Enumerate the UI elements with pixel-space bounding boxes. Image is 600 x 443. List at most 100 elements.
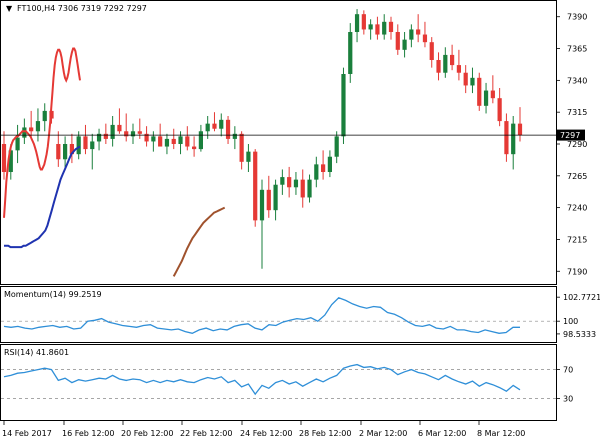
candle-body bbox=[429, 42, 434, 60]
moving-average-line bbox=[172, 206, 226, 277]
osc-tick-label: 98.5333 bbox=[563, 330, 596, 339]
price-tag-label: 7297 bbox=[560, 131, 580, 140]
time-tick-label: 6 Mar 12:00 bbox=[418, 429, 466, 438]
price-tick-label: 7365 bbox=[567, 45, 587, 54]
candle-body bbox=[8, 150, 13, 172]
candle-body bbox=[63, 144, 68, 160]
candle-body bbox=[375, 24, 380, 35]
candle-body bbox=[511, 123, 516, 155]
price-tick-label: 7240 bbox=[567, 204, 587, 213]
candle-body bbox=[354, 14, 360, 32]
momentum-axis: 102.7721 100 98.5333 bbox=[556, 293, 600, 339]
candle-body bbox=[110, 124, 115, 139]
candle-body bbox=[185, 136, 190, 147]
candle-body bbox=[246, 151, 251, 162]
candle-body bbox=[117, 124, 122, 132]
candle-body bbox=[253, 151, 258, 221]
candle-body bbox=[239, 133, 244, 162]
price-tick-label: 7315 bbox=[567, 108, 587, 117]
moving-average-line bbox=[3, 47, 81, 218]
candle-body bbox=[280, 177, 285, 185]
candle-body bbox=[368, 24, 373, 30]
price-tick-label: 7215 bbox=[567, 235, 587, 244]
candle-body bbox=[56, 144, 61, 160]
candle-body bbox=[395, 32, 400, 50]
candle-body bbox=[198, 131, 203, 150]
candle-body bbox=[341, 74, 346, 137]
candle-body bbox=[314, 164, 319, 180]
momentum-line bbox=[1, 297, 556, 334]
candle-body bbox=[490, 90, 495, 99]
candle-body bbox=[171, 138, 176, 144]
candle-body bbox=[321, 164, 326, 172]
time-axis: 14 Feb 2017 16 Feb 12:00 20 Feb 12:00 22 Fe… bbox=[2, 421, 525, 438]
candle-body bbox=[205, 123, 210, 132]
time-tick-label: 20 Feb 12:00 bbox=[121, 429, 173, 438]
rsi-pane[interactable] bbox=[0, 344, 557, 421]
osc-tick-label: 70 bbox=[563, 366, 573, 375]
oscillator-line bbox=[3, 363, 521, 396]
candle-body bbox=[409, 29, 414, 40]
moving-average-line bbox=[4, 145, 81, 249]
candle-body bbox=[504, 121, 509, 155]
candle-body bbox=[470, 77, 475, 86]
candle-body bbox=[164, 138, 170, 147]
candle-body bbox=[42, 110, 47, 122]
candle-body bbox=[96, 133, 102, 142]
candle-body bbox=[450, 54, 455, 66]
candle-body bbox=[300, 179, 305, 198]
candle-body bbox=[348, 32, 353, 74]
osc-tick-label: 30 bbox=[563, 394, 573, 403]
candle-body bbox=[69, 144, 74, 155]
candle-body bbox=[463, 72, 468, 86]
osc-tick-label: 100 bbox=[563, 317, 578, 326]
time-tick-label: 2 Mar 12:00 bbox=[359, 429, 407, 438]
collapse-arrow-icon[interactable]: ▼ bbox=[6, 4, 13, 13]
candle-body bbox=[151, 136, 156, 142]
candle-body bbox=[443, 54, 448, 73]
time-tick-label: 28 Feb 12:00 bbox=[299, 429, 351, 438]
candle-body bbox=[334, 136, 339, 157]
price-tick-label: 7190 bbox=[567, 267, 587, 276]
time-tick-label: 14 Feb 2017 bbox=[2, 429, 52, 438]
osc-tick-label: 102.7721 bbox=[563, 293, 600, 302]
rsi-label: RSI(14) 41.8601 bbox=[4, 348, 69, 357]
candle-body bbox=[497, 98, 502, 122]
candle-body bbox=[124, 131, 129, 137]
candle-body bbox=[232, 133, 237, 139]
price-tick-label: 7265 bbox=[567, 172, 587, 181]
candle-body bbox=[307, 179, 312, 198]
candle-body bbox=[158, 136, 163, 147]
candle-body bbox=[483, 90, 489, 106]
candle-body bbox=[1, 144, 7, 172]
oscillator-line bbox=[3, 297, 520, 334]
price-tag bbox=[557, 129, 585, 141]
candle-body bbox=[137, 131, 142, 134]
moving-averages bbox=[3, 47, 226, 277]
candle-body bbox=[456, 65, 461, 73]
candle-body bbox=[388, 21, 394, 32]
candle-body bbox=[103, 133, 108, 139]
candle-body bbox=[178, 136, 183, 144]
candle-body bbox=[287, 177, 292, 188]
time-tick-label: 22 Feb 12:00 bbox=[180, 429, 232, 438]
candle-body bbox=[130, 131, 136, 137]
price-tick-label: 7290 bbox=[567, 140, 587, 149]
price-axis: 7390 7365 7340 7315 7290 7265 7240 7215 7190 bbox=[556, 13, 587, 276]
time-tick-label: 8 Mar 12:00 bbox=[477, 429, 525, 438]
symbol-header: FT100,H4 7306 7319 7292 7297 bbox=[17, 4, 147, 13]
candle-body bbox=[361, 14, 366, 30]
candle-body bbox=[422, 34, 428, 43]
candle-body bbox=[83, 136, 88, 150]
candle-body bbox=[144, 133, 149, 142]
candle-body bbox=[266, 189, 271, 211]
momentum-pane[interactable] bbox=[0, 286, 557, 343]
price-tick-label: 7390 bbox=[567, 13, 587, 22]
candle-body bbox=[293, 179, 299, 188]
candle-body bbox=[436, 60, 441, 73]
candle-body bbox=[192, 146, 197, 150]
rsi-axis: 70 30 bbox=[556, 366, 573, 403]
candle-body bbox=[76, 136, 81, 155]
